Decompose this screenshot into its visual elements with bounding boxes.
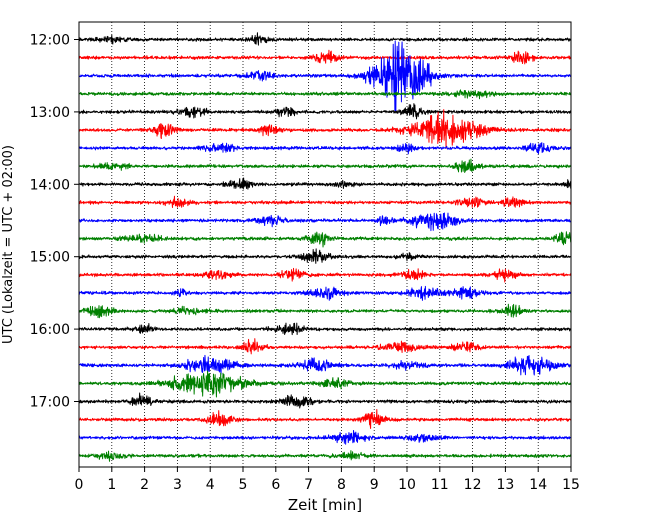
- y-tick-label: 14:00: [30, 177, 70, 193]
- seismic-trace: [79, 177, 571, 190]
- seismic-trace: [79, 195, 571, 208]
- x-tick-label: 11: [431, 477, 449, 493]
- x-axis-label: Zeit [min]: [288, 496, 362, 514]
- seismic-trace: [79, 89, 571, 100]
- seismic-trace: [79, 409, 571, 429]
- seismic-trace: [79, 303, 571, 319]
- seismic-trace: [79, 103, 571, 120]
- seismic-trace: [79, 49, 571, 65]
- seismic-trace: [79, 267, 571, 283]
- x-tick-label: 12: [464, 477, 482, 493]
- x-tick-label: 7: [304, 477, 313, 493]
- seismic-trace: [79, 158, 571, 174]
- x-tick-label: 6: [271, 477, 280, 493]
- x-tick-label: 8: [337, 477, 346, 493]
- y-axis: 12:00 13:00 14:00 15:00 16:00 17:00: [30, 33, 79, 411]
- seismic-trace: [79, 231, 571, 248]
- seismic-trace: [79, 322, 571, 336]
- seismic-trace: [79, 370, 571, 398]
- seismic-trace: [79, 109, 571, 149]
- x-tick-label: 4: [206, 477, 215, 493]
- seismic-trace: [79, 392, 571, 409]
- x-tick-label: 2: [140, 477, 149, 493]
- x-tick-label: 5: [239, 477, 248, 493]
- seismic-trace: [79, 40, 571, 113]
- x-tick-label: 3: [173, 477, 182, 493]
- seismic-trace: [79, 450, 571, 462]
- seismic-trace: [79, 338, 571, 355]
- y-axis-label: UTC (Lokalzeit = UTC + 02:00): [1, 145, 16, 344]
- x-tick-label: 14: [529, 477, 547, 493]
- y-tick-label: 15:00: [30, 250, 70, 266]
- x-axis: 0 1 2 3 4 5 6 7 8 9 10 11 12 13 14 15: [75, 467, 580, 493]
- seismic-trace: [79, 429, 571, 445]
- traces: [79, 32, 571, 462]
- x-tick-label: 1: [107, 477, 116, 493]
- x-tick-label: 10: [398, 477, 416, 493]
- seismic-trace: [79, 354, 571, 376]
- plot-frame: [78, 21, 572, 468]
- x-tick-label: 15: [562, 477, 580, 493]
- seismic-trace: [79, 32, 571, 46]
- y-tick-label: 16:00: [30, 322, 70, 338]
- x-tick-label: 9: [370, 477, 379, 493]
- grid: [111, 22, 539, 467]
- seismic-trace: [79, 212, 571, 232]
- seismic-trace: [79, 142, 571, 155]
- y-tick-label: 13:00: [30, 105, 70, 121]
- x-tick-label: 13: [496, 477, 514, 493]
- seismic-trace: [79, 248, 571, 264]
- y-tick-label: 12:00: [30, 33, 70, 49]
- seismic-trace: [79, 285, 571, 301]
- y-tick-label: 17:00: [30, 395, 70, 411]
- x-tick-label: 0: [75, 477, 84, 493]
